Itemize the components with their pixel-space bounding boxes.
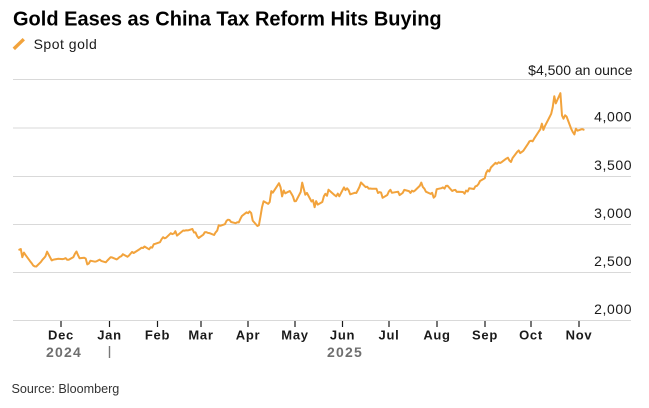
svg-text:3,000: 3,000 (594, 205, 632, 221)
svg-text:Sep: Sep (472, 328, 498, 343)
svg-text:Gold Eases as China Tax Reform: Gold Eases as China Tax Reform Hits Buyi… (13, 9, 442, 31)
svg-text:Jul: Jul (379, 328, 400, 343)
svg-text:Spot gold: Spot gold (34, 36, 98, 52)
svg-text:Oct: Oct (519, 328, 543, 343)
svg-text:2,000: 2,000 (594, 301, 632, 317)
svg-text:2,500: 2,500 (594, 253, 632, 269)
svg-text:$4,500 an ounce: $4,500 an ounce (528, 62, 633, 78)
svg-text:3,500: 3,500 (594, 157, 632, 173)
svg-text:Mar: Mar (188, 328, 213, 343)
svg-text:Jun: Jun (330, 328, 355, 343)
svg-text:2024: 2024 (46, 344, 82, 360)
svg-text:Feb: Feb (145, 328, 170, 343)
svg-text:4,000: 4,000 (594, 109, 632, 125)
svg-text:May: May (281, 328, 308, 343)
svg-text:2025: 2025 (327, 344, 363, 360)
svg-text:Apr: Apr (236, 328, 261, 343)
svg-text:Nov: Nov (566, 328, 593, 343)
svg-text:Jan: Jan (97, 328, 122, 343)
svg-text:Dec: Dec (48, 328, 74, 343)
svg-text:Source: Bloomberg: Source: Bloomberg (12, 382, 120, 396)
svg-text:Aug: Aug (423, 328, 450, 343)
